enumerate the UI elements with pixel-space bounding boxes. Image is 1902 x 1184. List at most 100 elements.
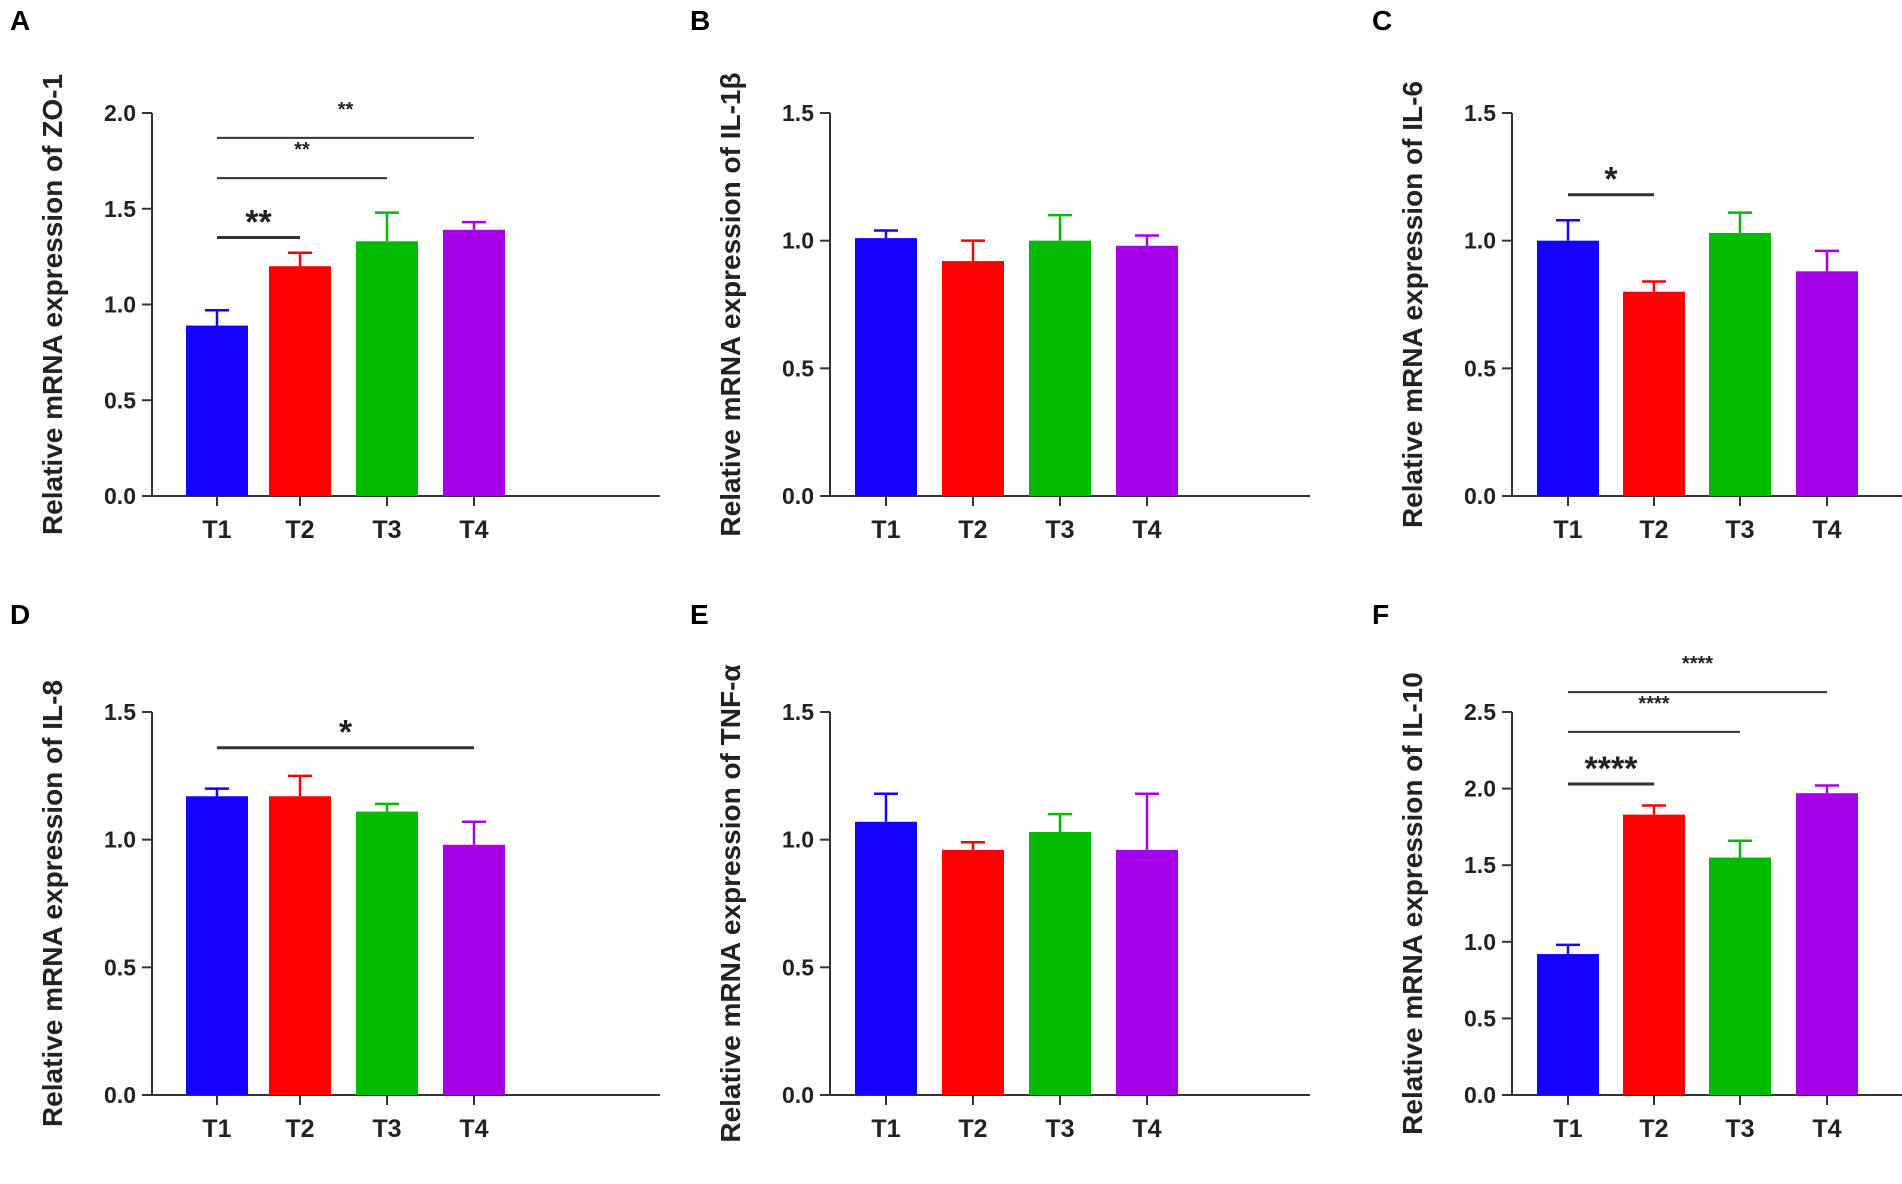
x-tick-label: T3 xyxy=(1045,516,1074,544)
y-axis-label: Relative mRNA expression of ZO-1 xyxy=(37,74,68,535)
x-tick-label: T3 xyxy=(372,516,401,544)
significance-label: * xyxy=(1604,161,1618,199)
x-tick-label: T3 xyxy=(372,1115,401,1143)
y-axis-label: Relative mRNA expression of IL-1β xyxy=(715,72,746,536)
bar-T3 xyxy=(356,811,418,1095)
y-tick-label: 1.0 xyxy=(104,827,136,853)
y-axis-label: Relative mRNA expression of IL-10 xyxy=(1397,672,1428,1135)
y-tick-label: 0.0 xyxy=(104,483,136,509)
y-tick-label: 0.0 xyxy=(1464,483,1496,509)
y-tick-label: 0.0 xyxy=(782,1082,814,1108)
y-tick-label: 1.0 xyxy=(1464,228,1496,254)
panel-D: D Relative mRNA expression of IL-8 0.0 0.5 1… xyxy=(10,599,660,1143)
x-tick-label: T4 xyxy=(1812,516,1841,544)
panel-F: F Relative mRNA expression of IL-10 0.0 0.5… xyxy=(1372,599,1902,1143)
y-tick-label: 1.5 xyxy=(1464,852,1496,878)
y-tick-label: 0.0 xyxy=(104,1082,136,1108)
panel-C: C Relative mRNA expression of IL-6 0.0 0.5 1… xyxy=(1372,5,1902,544)
y-axis-label: Relative mRNA expression of IL-8 xyxy=(37,680,68,1127)
bar-T3 xyxy=(1029,832,1091,1095)
significance-label: ** xyxy=(245,203,272,241)
y-axis-label: Relative mRNA expression of TNF-α xyxy=(715,664,746,1142)
panel-B: B Relative mRNA expression of IL-1β 0.0 0.5… xyxy=(690,5,1310,544)
x-tick-label: T2 xyxy=(1639,1115,1668,1143)
bar-T1 xyxy=(186,325,248,496)
panel-letter: D xyxy=(10,599,30,630)
significance-label: **** xyxy=(1585,750,1639,788)
significance-label: **** xyxy=(1638,693,1669,715)
bar-T4 xyxy=(443,229,505,496)
x-tick-label: T2 xyxy=(1639,516,1668,544)
x-tick-label: T1 xyxy=(871,516,900,544)
significance-label: **** xyxy=(1682,653,1713,675)
bar-T1 xyxy=(1537,240,1599,496)
x-tick-label: T1 xyxy=(871,1115,900,1143)
y-tick-label: 0.5 xyxy=(104,387,136,413)
panel-letter: E xyxy=(690,599,709,630)
x-tick-label: T4 xyxy=(1132,516,1161,544)
y-tick-label: 2.5 xyxy=(1464,699,1496,725)
bar-T4 xyxy=(1796,793,1858,1095)
panel-letter: A xyxy=(10,5,30,36)
bar-T2 xyxy=(269,796,331,1095)
bar-T1 xyxy=(186,796,248,1095)
y-tick-label: 1.0 xyxy=(104,292,136,318)
bar-T3 xyxy=(1709,857,1771,1095)
y-tick-label: 0.5 xyxy=(1464,355,1496,381)
panel-A: A Relative mRNA expression of ZO-1 0.0 0.5 1… xyxy=(10,5,660,544)
y-tick-label: 2.0 xyxy=(104,100,136,126)
y-tick-label: 0.5 xyxy=(782,355,814,381)
panel-E: E Relative mRNA expression of TNF-α 0.0 0.5… xyxy=(690,599,1310,1143)
x-tick-label: T1 xyxy=(1553,516,1582,544)
x-tick-label: T4 xyxy=(459,1115,488,1143)
y-tick-label: 1.5 xyxy=(104,196,136,222)
bar-T1 xyxy=(855,238,917,496)
bar-T3 xyxy=(356,241,418,496)
y-tick-label: 1.0 xyxy=(782,228,814,254)
y-axis-label: Relative mRNA expression of IL-6 xyxy=(1397,81,1428,528)
bar-T2 xyxy=(942,849,1004,1095)
panel-letter: B xyxy=(690,5,710,36)
bar-T2 xyxy=(269,266,331,496)
x-tick-label: T3 xyxy=(1045,1115,1074,1143)
significance-label: ** xyxy=(338,99,354,121)
significance-label: * xyxy=(339,714,353,752)
bar-T3 xyxy=(1029,240,1091,496)
bar-T1 xyxy=(1537,954,1599,1095)
x-tick-label: T2 xyxy=(958,516,987,544)
x-tick-label: T2 xyxy=(285,516,314,544)
x-tick-label: T4 xyxy=(1812,1115,1841,1143)
y-tick-label: 1.0 xyxy=(1464,929,1496,955)
bar-T4 xyxy=(443,844,505,1095)
panel-letter: F xyxy=(1372,599,1389,630)
bar-T1 xyxy=(855,821,917,1095)
y-tick-label: 2.0 xyxy=(1464,776,1496,802)
y-tick-label: 0.0 xyxy=(1464,1082,1496,1108)
x-tick-label: T4 xyxy=(1132,1115,1161,1143)
y-tick-label: 1.5 xyxy=(782,100,814,126)
bar-T2 xyxy=(1623,291,1685,496)
y-tick-label: 1.0 xyxy=(782,827,814,853)
bar-T3 xyxy=(1709,233,1771,497)
bar-T4 xyxy=(1796,271,1858,496)
x-tick-label: T1 xyxy=(1553,1115,1582,1143)
x-tick-label: T1 xyxy=(202,516,231,544)
x-tick-label: T1 xyxy=(202,1115,231,1143)
y-tick-label: 0.5 xyxy=(782,954,814,980)
x-tick-label: T2 xyxy=(285,1115,314,1143)
y-tick-label: 1.5 xyxy=(1464,100,1496,126)
y-tick-label: 1.5 xyxy=(782,699,814,725)
bar-T2 xyxy=(942,261,1004,496)
panel-letter: C xyxy=(1372,5,1392,36)
x-tick-label: T3 xyxy=(1725,1115,1754,1143)
bar-T2 xyxy=(1623,814,1685,1095)
bar-T4 xyxy=(1116,245,1178,496)
x-tick-label: T3 xyxy=(1725,516,1754,544)
bar-T4 xyxy=(1116,849,1178,1095)
y-tick-label: 1.5 xyxy=(104,699,136,725)
significance-label: ** xyxy=(294,139,310,161)
y-tick-label: 0.5 xyxy=(1464,1005,1496,1031)
x-tick-label: T4 xyxy=(459,516,488,544)
y-tick-label: 0.0 xyxy=(782,483,814,509)
